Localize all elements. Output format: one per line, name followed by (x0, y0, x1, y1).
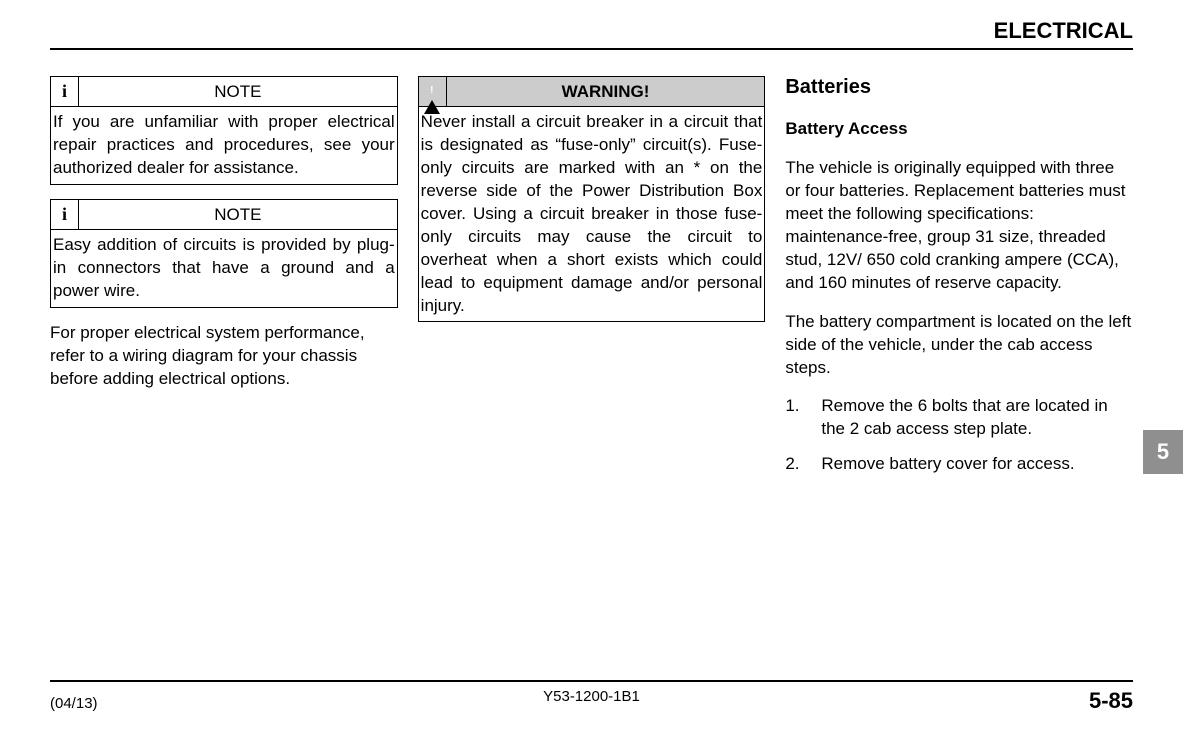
list-item: 2. Remove battery cover for access. (785, 453, 1133, 476)
note-body-1: If you are unfamiliar with proper electr… (51, 107, 397, 184)
warning-header: WARNING! (419, 77, 765, 107)
note-header-1: i NOTE (51, 77, 397, 107)
warning-box: WARNING! Never install a circuit breaker… (418, 76, 766, 322)
steps-list: 1. Remove the 6 bolts that are located i… (785, 395, 1133, 476)
header-section-title: ELECTRICAL (50, 18, 1133, 48)
list-item-number: 2. (785, 453, 799, 476)
warning-triangle-icon (424, 83, 440, 101)
list-item-number: 1. (785, 395, 799, 418)
warning-body: Never install a circuit breaker in a cir… (419, 107, 765, 321)
section-title-batteries: Batteries (785, 76, 1133, 99)
column-2: WARNING! Never install a circuit breaker… (418, 76, 766, 488)
column-3: Batteries Battery Access The vehicle is … (785, 76, 1133, 488)
content-columns: i NOTE If you are unfamiliar with proper… (50, 76, 1133, 488)
chapter-tab: 5 (1143, 430, 1183, 474)
warning-label: WARNING! (447, 77, 765, 106)
note-body-2: Easy addition of circuits is provided by… (51, 230, 397, 307)
col3-para-2: The battery compartment is located on th… (785, 311, 1133, 380)
col1-paragraph: For proper electrical system performance… (50, 322, 398, 391)
note-label-2: NOTE (79, 200, 397, 229)
list-item-text: Remove the 6 bolts that are located in t… (821, 396, 1107, 438)
header-rule (50, 48, 1133, 50)
note-box-2: i NOTE Easy addition of circuits is prov… (50, 199, 398, 308)
list-item-text: Remove battery cover for access. (821, 454, 1074, 473)
footer-page-number: 5-85 (1089, 688, 1133, 714)
info-icon: i (62, 204, 67, 225)
footer-doc-id: Y53-1200-1B1 (543, 688, 640, 705)
note-header-2: i NOTE (51, 200, 397, 230)
subsection-battery-access: Battery Access (785, 119, 1133, 139)
footer-date: (04/13) (50, 695, 98, 712)
info-icon: i (62, 81, 67, 102)
warning-icon-cell (419, 77, 447, 106)
page-footer: (04/13) Y53-1200-1B1 5-85 (50, 680, 1133, 714)
column-1: i NOTE If you are unfamiliar with proper… (50, 76, 398, 488)
list-item: 1. Remove the 6 bolts that are located i… (785, 395, 1133, 441)
note-box-1: i NOTE If you are unfamiliar with proper… (50, 76, 398, 185)
note-icon-cell-1: i (51, 77, 79, 106)
col3-para-1: The vehicle is originally equipped with … (785, 157, 1133, 295)
note-icon-cell-2: i (51, 200, 79, 229)
note-label-1: NOTE (79, 77, 397, 106)
